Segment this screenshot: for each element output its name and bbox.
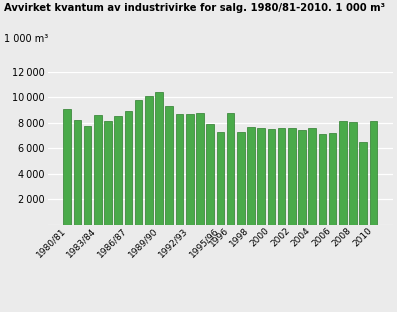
Bar: [349, 122, 357, 225]
Bar: [319, 134, 326, 225]
Bar: [64, 109, 71, 225]
Bar: [247, 127, 255, 225]
Bar: [227, 113, 234, 225]
Bar: [257, 128, 265, 225]
Bar: [308, 128, 316, 225]
Bar: [155, 91, 163, 225]
Text: Avvirket kvantum av industrivirke for salg. 1980/81-2010. 1 000 m³: Avvirket kvantum av industrivirke for sa…: [4, 3, 385, 13]
Bar: [104, 121, 112, 225]
Bar: [278, 128, 285, 225]
Bar: [196, 113, 204, 225]
Bar: [145, 96, 153, 225]
Bar: [125, 111, 132, 225]
Bar: [237, 132, 245, 225]
Bar: [94, 115, 102, 225]
Bar: [135, 100, 143, 225]
Bar: [370, 121, 377, 225]
Bar: [114, 116, 122, 225]
Bar: [206, 124, 214, 225]
Bar: [329, 133, 337, 225]
Bar: [216, 132, 224, 225]
Bar: [166, 105, 173, 225]
Bar: [268, 129, 275, 225]
Bar: [359, 142, 367, 225]
Bar: [288, 128, 296, 225]
Bar: [186, 115, 193, 225]
Bar: [84, 126, 91, 225]
Bar: [175, 114, 183, 225]
Text: 1 000 m³: 1 000 m³: [4, 34, 48, 44]
Bar: [298, 130, 306, 225]
Bar: [339, 121, 347, 225]
Bar: [73, 120, 81, 225]
